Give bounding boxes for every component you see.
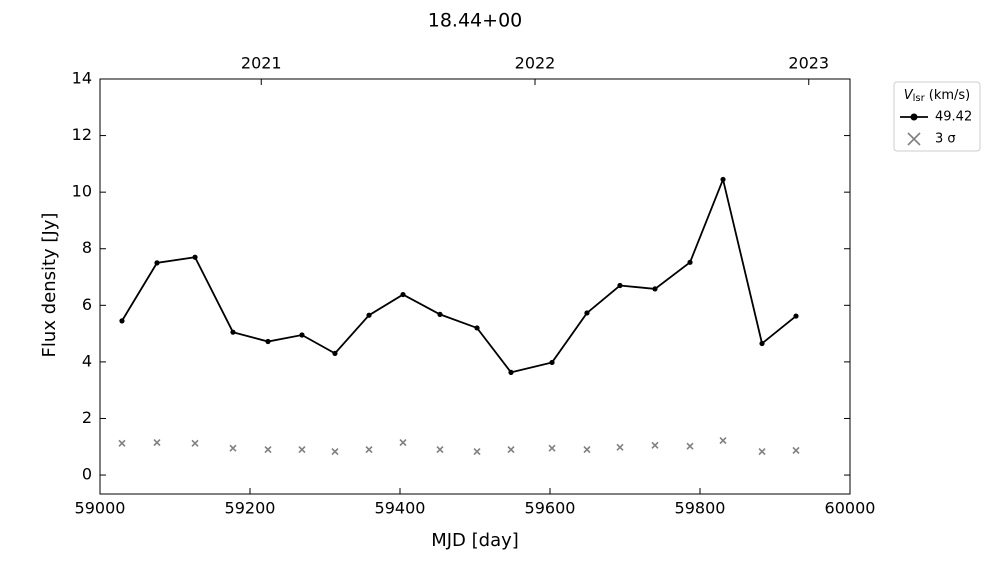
- data-point: [230, 329, 236, 335]
- data-point: [548, 444, 556, 452]
- legend-title-symbol: V: [904, 88, 914, 103]
- y-axis-label: Flux density [Jy]: [39, 213, 60, 358]
- data-point: [686, 442, 694, 450]
- y-tick-label: 4: [82, 351, 92, 370]
- data-point: [153, 438, 161, 447]
- legend: Vlsr (km/s) 49.42 3 σ: [893, 81, 981, 152]
- data-point: [299, 332, 305, 338]
- data-point: [399, 438, 407, 447]
- data-point: [154, 260, 160, 266]
- data-point: [549, 359, 555, 366]
- data-point: [264, 446, 272, 454]
- data-point: [229, 444, 237, 452]
- data-point: [331, 448, 339, 456]
- chart-title: 18.44+00: [428, 10, 523, 32]
- data-point: [651, 441, 659, 449]
- data-point: [191, 439, 199, 447]
- data-point: [365, 446, 373, 454]
- data-point: [437, 311, 443, 317]
- data-point: [583, 446, 591, 454]
- legend-marker: [907, 132, 921, 146]
- y-tick-label: 10: [72, 182, 92, 201]
- data-point: [265, 338, 271, 345]
- legend-items: 49.42 3 σ: [900, 110, 972, 147]
- x2-tick-label: 2022: [515, 54, 556, 73]
- data-point: [687, 259, 693, 265]
- data-point: [400, 291, 406, 298]
- data-point: [366, 312, 372, 318]
- legend-label: 3 σ: [935, 132, 956, 147]
- data-point: [584, 310, 590, 316]
- y-tick-label: 14: [72, 69, 92, 88]
- data-point: [119, 318, 125, 324]
- data-point: [617, 282, 623, 289]
- data-point: [720, 176, 726, 183]
- series-line: [121, 176, 797, 374]
- x2-tick-label: 2021: [241, 54, 282, 73]
- y-tick-label: 6: [82, 295, 92, 314]
- y-tick-label: 12: [72, 125, 92, 144]
- legend-title-unit: (km/s): [929, 88, 971, 103]
- x-tick-label: 59000: [75, 499, 126, 518]
- data-point: [652, 286, 658, 292]
- data-point: [758, 448, 766, 456]
- x-tick-label: 60000: [825, 499, 876, 518]
- data-point: [474, 325, 480, 331]
- data-point: [332, 350, 338, 357]
- data-point: [118, 439, 126, 447]
- legend-title-subscript: lsr: [913, 93, 926, 104]
- data-point: [719, 436, 727, 445]
- y-tick-label: 8: [82, 238, 92, 257]
- x-axis-label: MJD [day]: [431, 530, 519, 551]
- x2-tick-label: 2023: [788, 54, 829, 73]
- data-point: [436, 446, 444, 454]
- data-point: [507, 446, 515, 454]
- legend-box: [893, 81, 981, 152]
- data-point: [473, 448, 481, 456]
- y-tick-label: 2: [82, 408, 92, 427]
- data-point: [793, 313, 799, 319]
- data-point: [792, 446, 800, 455]
- legend-title: Vlsr (km/s): [904, 88, 971, 105]
- legend-label: 49.42: [935, 110, 972, 125]
- data-point: [616, 443, 624, 451]
- plot-frame: [99, 78, 851, 495]
- x-tick-label: 59200: [225, 499, 276, 518]
- data-point: [759, 340, 765, 347]
- x-tick-label: 59600: [525, 499, 576, 518]
- y-tick-label: 0: [82, 465, 92, 484]
- x-tick-label: 59800: [675, 499, 726, 518]
- data-point: [192, 254, 198, 260]
- legend-marker: [910, 113, 918, 121]
- data-point: [298, 446, 306, 454]
- x-tick-label: 59400: [375, 499, 426, 518]
- data-point: [508, 369, 514, 375]
